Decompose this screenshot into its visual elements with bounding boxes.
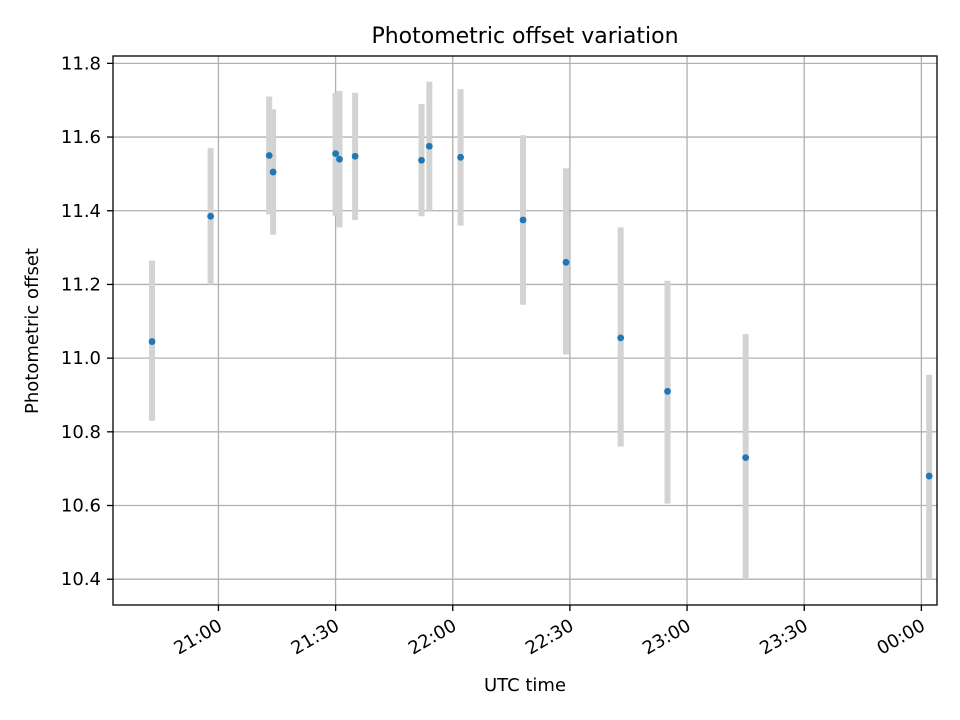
data-point <box>265 152 273 159</box>
plot-frame <box>112 55 938 606</box>
data-point <box>336 155 343 163</box>
data-point <box>269 168 277 176</box>
data-point <box>925 472 933 480</box>
data-point <box>425 142 433 150</box>
data-point <box>332 150 339 158</box>
data-point <box>742 454 750 462</box>
data-point <box>207 212 215 220</box>
y-tick-label: 11.6 <box>61 127 101 148</box>
data-point <box>562 258 570 266</box>
y-axis: 10.4 10.6 10.8 11.0 11.2 11.4 11.6 11.8 <box>61 53 113 590</box>
y-axis-title: Photometric offset <box>22 248 43 414</box>
data-point <box>351 152 359 160</box>
y-tick-label: 11.8 <box>61 53 101 74</box>
data-point <box>148 338 156 345</box>
x-axis-title: UTC time <box>484 675 566 696</box>
y-tick-label: 10.8 <box>61 422 101 443</box>
y-tick-label: 11.2 <box>61 274 101 295</box>
data-point <box>617 334 625 342</box>
data-point <box>664 387 671 395</box>
y-tick-label: 10.6 <box>61 496 101 517</box>
y-tick-label: 10.4 <box>61 569 101 590</box>
data-points <box>148 142 933 480</box>
y-tick-label: 11.0 <box>61 348 101 369</box>
chart-title: Photometric offset variation <box>371 24 678 49</box>
data-point <box>418 156 425 164</box>
y-tick-label: 11.4 <box>61 201 101 222</box>
data-point <box>457 153 464 161</box>
data-point <box>519 216 527 224</box>
